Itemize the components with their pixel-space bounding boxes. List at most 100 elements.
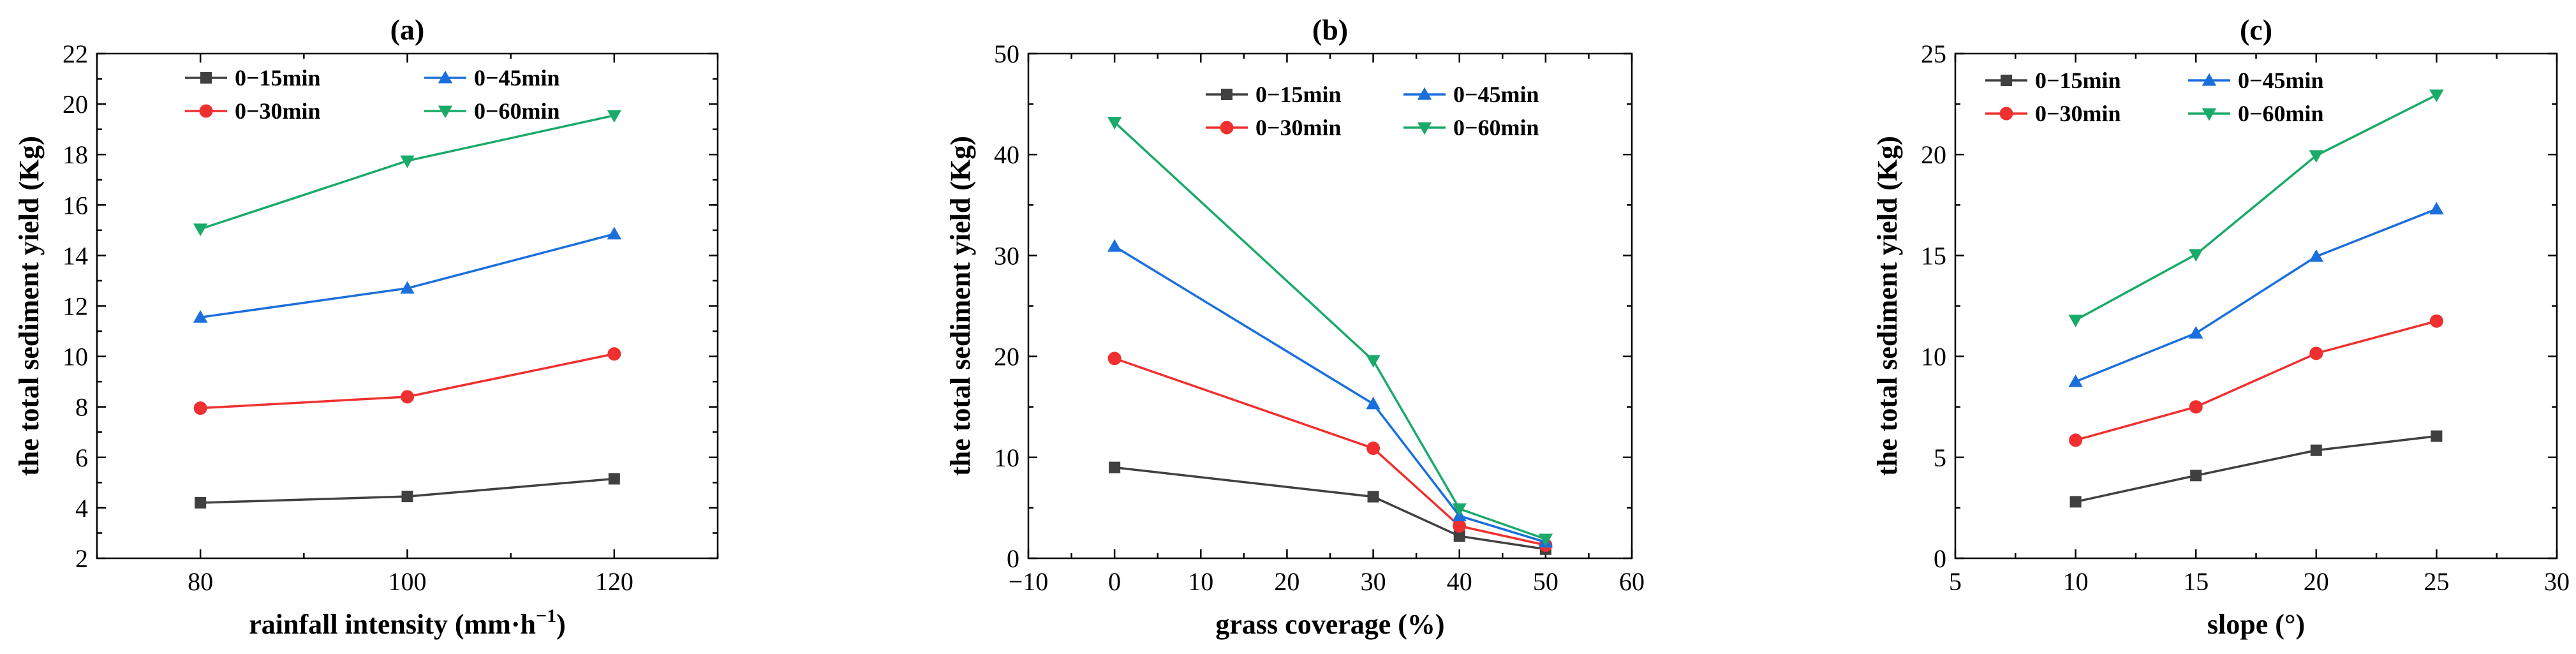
data-point [1538, 533, 1553, 547]
y-tick-label: 40 [994, 140, 1019, 169]
data-point [2429, 202, 2444, 215]
y-tick-label: 20 [994, 343, 1019, 371]
data-point [193, 401, 207, 415]
y-tick-label: 0 [1007, 544, 1019, 573]
legend-marker [2202, 73, 2217, 86]
legend-label: 0−60min [2238, 101, 2324, 126]
panel-title: (a) [390, 13, 425, 46]
x-axis-label-tail: ) [556, 609, 566, 640]
x-tick-label: −10 [1009, 567, 1049, 596]
data-point [1452, 503, 1467, 516]
data-point [2069, 496, 2082, 508]
x-tick-label: 5 [1949, 567, 1962, 596]
data-point [1107, 352, 1121, 366]
y-tick-label: 2 [75, 544, 88, 573]
x-tick-label: 60 [1619, 567, 1645, 596]
legend-marker [1999, 107, 2013, 121]
data-point [2188, 249, 2203, 262]
x-tick-label: 15 [2183, 567, 2209, 596]
x-axis-label: slope (°) [2207, 609, 2305, 640]
y-tick-label: 4 [75, 494, 88, 523]
x-axis-label: rainfall intensity (mm·h−1) [249, 606, 566, 640]
y-tick-label: 16 [63, 191, 88, 219]
series-line-3 [1113, 121, 1546, 540]
y-axis-label: the total sediment yield (Kg) [1872, 136, 1903, 476]
legend-label: 0−45min [474, 65, 560, 91]
data-point [607, 227, 622, 240]
y-tick-label: 10 [1921, 343, 1946, 371]
legend-marker [438, 105, 453, 119]
data-point [400, 155, 415, 168]
x-tick-label: 20 [1274, 567, 1299, 596]
legend-label: 0−45min [2238, 68, 2324, 93]
x-axis-label: grass coverage (%) [1215, 609, 1444, 640]
data-point [2068, 315, 2083, 327]
series-line-1 [2075, 320, 2437, 442]
data-point [2309, 150, 2324, 163]
legend-label: 0−15min [235, 65, 321, 91]
y-tick-label: 14 [63, 241, 88, 270]
y-tick-label: 8 [75, 393, 88, 422]
x-tick-label: 120 [595, 567, 633, 596]
data-point [2429, 89, 2444, 103]
data-point [1109, 461, 1121, 473]
x-tick-label: 30 [1361, 567, 1386, 596]
legend-marker [1417, 87, 1432, 100]
data-point [608, 473, 620, 485]
legend-label: 0−60min [474, 98, 560, 124]
data-point [1367, 491, 1379, 503]
y-tick-label: 20 [1921, 140, 1946, 169]
plot-frame [1954, 52, 2558, 560]
data-point [1453, 519, 1467, 533]
y-tick-label: 22 [63, 40, 88, 68]
data-point [1366, 442, 1381, 456]
data-point [2190, 470, 2202, 482]
legend-marker [1417, 122, 1432, 135]
data-point [2309, 249, 2324, 262]
data-point [1453, 530, 1465, 542]
data-point [2431, 430, 2443, 442]
series-line-0 [2075, 435, 2437, 503]
legend-label: 0−15min [2035, 68, 2121, 93]
data-point [193, 310, 208, 323]
data-point [2189, 400, 2203, 414]
legend-marker [1220, 121, 1234, 135]
series-line-2 [2075, 207, 2438, 383]
data-point [1107, 239, 1122, 252]
y-tick-label: 30 [994, 241, 1019, 270]
y-tick-label: 15 [1921, 241, 1946, 270]
x-axis-label-superscript: −1 [536, 606, 556, 627]
x-tick-label: 100 [389, 567, 427, 596]
y-axis-label: the total sediment yield (Kg) [945, 136, 976, 476]
data-point [2188, 325, 2203, 339]
y-tick-label: 10 [63, 343, 88, 371]
y-tick-label: 20 [63, 90, 88, 119]
series-line-1 [1114, 357, 1546, 547]
data-point [2068, 374, 2083, 387]
plot-frame [96, 52, 719, 560]
data-point [607, 347, 621, 361]
x-tick-label: 25 [2424, 567, 2449, 596]
legend-marker [438, 70, 453, 84]
legend-marker [199, 104, 213, 118]
y-tick-label: 18 [63, 140, 88, 169]
x-tick-label: 10 [2063, 567, 2089, 596]
series-line-3 [2075, 94, 2438, 322]
data-point [607, 110, 622, 123]
data-point [2429, 314, 2443, 328]
x-tick-label: 20 [2304, 567, 2329, 596]
legend-label: 0−45min [1453, 82, 1539, 107]
chart-panel-0: 80 100 120 2 4 6 8 10 12 14 16 18 20 22 (a) rainfall in… [13, 13, 719, 640]
y-tick-label: 25 [1921, 40, 1946, 68]
series-line-0 [1114, 466, 1546, 551]
data-point [1366, 355, 1381, 368]
data-point [193, 223, 208, 237]
y-tick-label: 50 [994, 40, 1019, 68]
data-point [1366, 396, 1381, 410]
data-point [2310, 444, 2322, 456]
legend-marker [1221, 89, 1232, 100]
panel-title: (c) [2240, 13, 2272, 46]
